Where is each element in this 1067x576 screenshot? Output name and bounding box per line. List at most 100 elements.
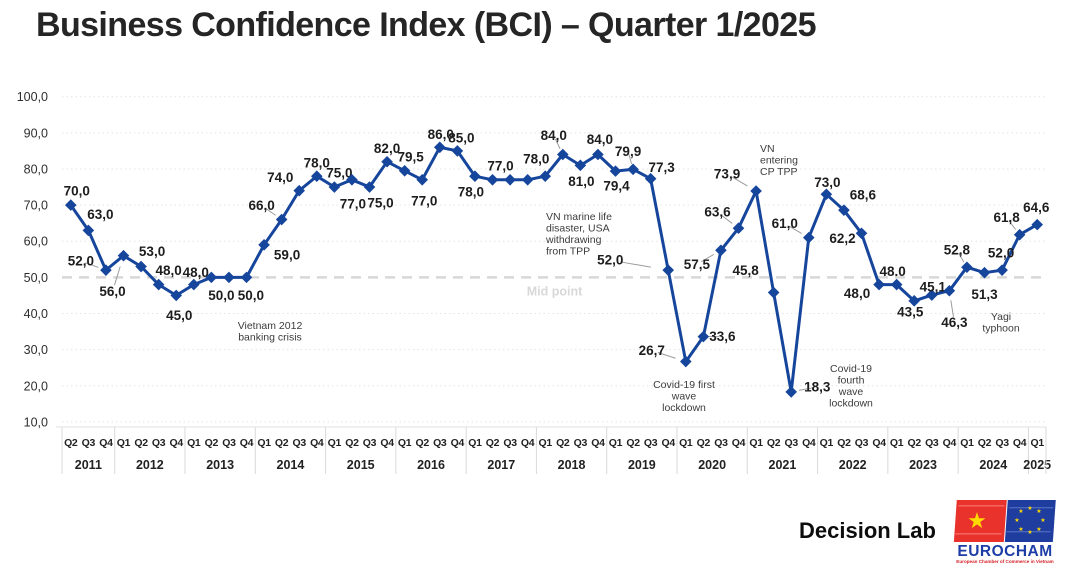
data-point-marker-Q2-2017[interactable] [486, 174, 499, 186]
data-label-Q2-2013: 50,0 [208, 288, 234, 303]
data-point-marker-Q1-2023[interactable] [890, 278, 903, 291]
data-point-marker-Q3-2017[interactable] [504, 174, 516, 186]
data-point-marker-Q2-2023[interactable] [908, 295, 921, 307]
eu-flag-icon [1004, 500, 1056, 542]
annotation-covid-fourth: lockdown [829, 398, 873, 410]
data-point-marker-Q3-2021[interactable] [785, 386, 798, 398]
annotation-covid-fourth: fourth [838, 375, 865, 387]
data-point-marker-Q3-2020[interactable] [715, 244, 727, 257]
data-label-Q3-2020: 57,5 [684, 257, 711, 272]
data-label-Q1-2022: 73,0 [814, 175, 840, 190]
data-label-Q3-2022: 62,2 [829, 231, 855, 246]
data-label-Q4-2019: 52,0 [597, 253, 623, 268]
data-point-marker-Q3-2023[interactable] [925, 289, 938, 301]
data-point-marker-Q3-2016[interactable] [433, 141, 446, 154]
quarter-label: Q2 [626, 437, 640, 449]
quarter-label: Q4 [240, 437, 254, 449]
data-point-marker-Q4-2013[interactable] [240, 271, 253, 284]
quarter-label: Q3 [293, 437, 307, 449]
data-label-Q1-2019: 79,4 [603, 179, 630, 194]
year-label: 2019 [628, 458, 656, 472]
data-point-marker-Q1-2019[interactable] [609, 165, 622, 177]
data-point-marker-Q3-2022[interactable] [855, 227, 868, 240]
data-point-marker-Q3-2013[interactable] [223, 271, 235, 284]
data-label-Q2-2020: 33,6 [709, 329, 736, 344]
y-tick-label: 60,0 [24, 235, 48, 249]
quarter-label: Q2 [486, 437, 500, 449]
data-point-marker-Q4-2018[interactable] [592, 148, 604, 161]
quarter-label: Q4 [591, 437, 605, 449]
data-point-marker-Q1-2022[interactable] [820, 188, 833, 201]
data-point-marker-Q4-2023[interactable] [943, 284, 956, 297]
data-label-Q2-2021: 45,8 [733, 263, 760, 278]
quarter-label: Q1 [468, 437, 482, 449]
data-point-marker-Q4-2021[interactable] [802, 231, 815, 244]
data-point-marker-Q3-2018[interactable] [574, 159, 587, 172]
y-tick-label: 100,0 [17, 90, 48, 104]
data-point-marker-Q2-2022[interactable] [838, 204, 850, 216]
annotation-cptpp: entering [760, 155, 798, 167]
data-point-marker-Q1-2020[interactable] [679, 355, 692, 368]
data-point-marker-Q1-2021[interactable] [750, 185, 762, 197]
data-point-marker-Q1-2018[interactable] [539, 170, 552, 182]
year-label: 2012 [136, 458, 164, 472]
data-label-Q1-2015: 75,0 [326, 166, 352, 181]
year-label: 2020 [698, 458, 726, 472]
data-point-marker-Q3-2019[interactable] [644, 172, 657, 185]
data-point-marker-Q2-2020[interactable] [697, 330, 710, 343]
quarter-label: Q2 [767, 437, 781, 449]
data-label-Q2-2015: 77,0 [340, 196, 366, 211]
data-point-marker-Q1-2024[interactable] [961, 261, 973, 274]
data-point-marker-Q1-2016[interactable] [398, 164, 411, 177]
label-leader-line [657, 352, 676, 359]
quarter-label: Q4 [521, 437, 535, 449]
eurocham-logo: ★ ★ ★ ★ ★ ★ ★ ★ ★ EUROCHAM European Chamber o… [948, 497, 1062, 569]
label-leader-line [700, 254, 714, 263]
quarter-label: Q2 [556, 437, 570, 449]
annotation-cptpp: VN [760, 143, 775, 155]
svg-text:★: ★ [1014, 517, 1019, 524]
quarter-label: Q2 [275, 437, 289, 449]
data-point-marker-Q4-2024[interactable] [1013, 228, 1026, 241]
label-leader-line [264, 207, 276, 216]
data-label-Q2-2016: 77,0 [411, 193, 437, 208]
annotation-marine-tpp: withdrawing [545, 234, 602, 246]
data-point-marker-Q4-2020[interactable] [732, 222, 745, 235]
quarter-label: Q4 [943, 437, 957, 449]
data-label-Q4-2022: 48,0 [844, 286, 870, 301]
year-label: 2022 [839, 458, 867, 472]
data-point-marker-Q2-2019[interactable] [627, 163, 639, 176]
data-point-marker-Q2-2018[interactable] [556, 148, 569, 161]
data-label-Q2-2022: 68,6 [850, 188, 877, 203]
data-point-marker-Q4-2022[interactable] [873, 278, 885, 291]
year-label: 2011 [75, 458, 102, 472]
data-point-marker-Q1-2025[interactable] [1031, 218, 1044, 231]
quarter-label: Q3 [82, 437, 96, 449]
quarter-label: Q1 [257, 437, 271, 449]
year-label: 2021 [769, 458, 797, 472]
eurocham-tagline: European Chamber of Commerce in Vietnam [956, 559, 1053, 564]
svg-text:★: ★ [1018, 508, 1023, 515]
quarter-label: Q1 [539, 437, 553, 449]
quarter-label: Q4 [732, 437, 746, 449]
data-point-marker-Q2-2016[interactable] [416, 174, 429, 186]
quarter-label: Q1 [1031, 437, 1045, 449]
data-label-Q3-2011: 63,0 [87, 207, 113, 222]
vietnam-flag-icon [953, 500, 1007, 542]
label-leader-line [628, 154, 633, 165]
data-point-marker-Q2-2024[interactable] [978, 266, 991, 279]
data-point-marker-Q3-2024[interactable] [996, 264, 1008, 276]
annotation-banking-crisis: banking crisis [238, 332, 302, 344]
data-point-marker-Q4-2017[interactable] [521, 174, 534, 186]
annotation-yagi: Yagi [991, 311, 1011, 323]
svg-text:★: ★ [1018, 526, 1023, 533]
label-leader-line [554, 138, 561, 150]
data-label-Q1-2024: 52,8 [944, 243, 971, 258]
data-point-marker-Q2-2021[interactable] [767, 286, 780, 299]
quarter-label: Q3 [152, 437, 166, 449]
year-label: 2018 [558, 458, 586, 472]
quarter-label: Q2 [345, 437, 359, 449]
data-point-marker-Q4-2019[interactable] [662, 264, 675, 276]
